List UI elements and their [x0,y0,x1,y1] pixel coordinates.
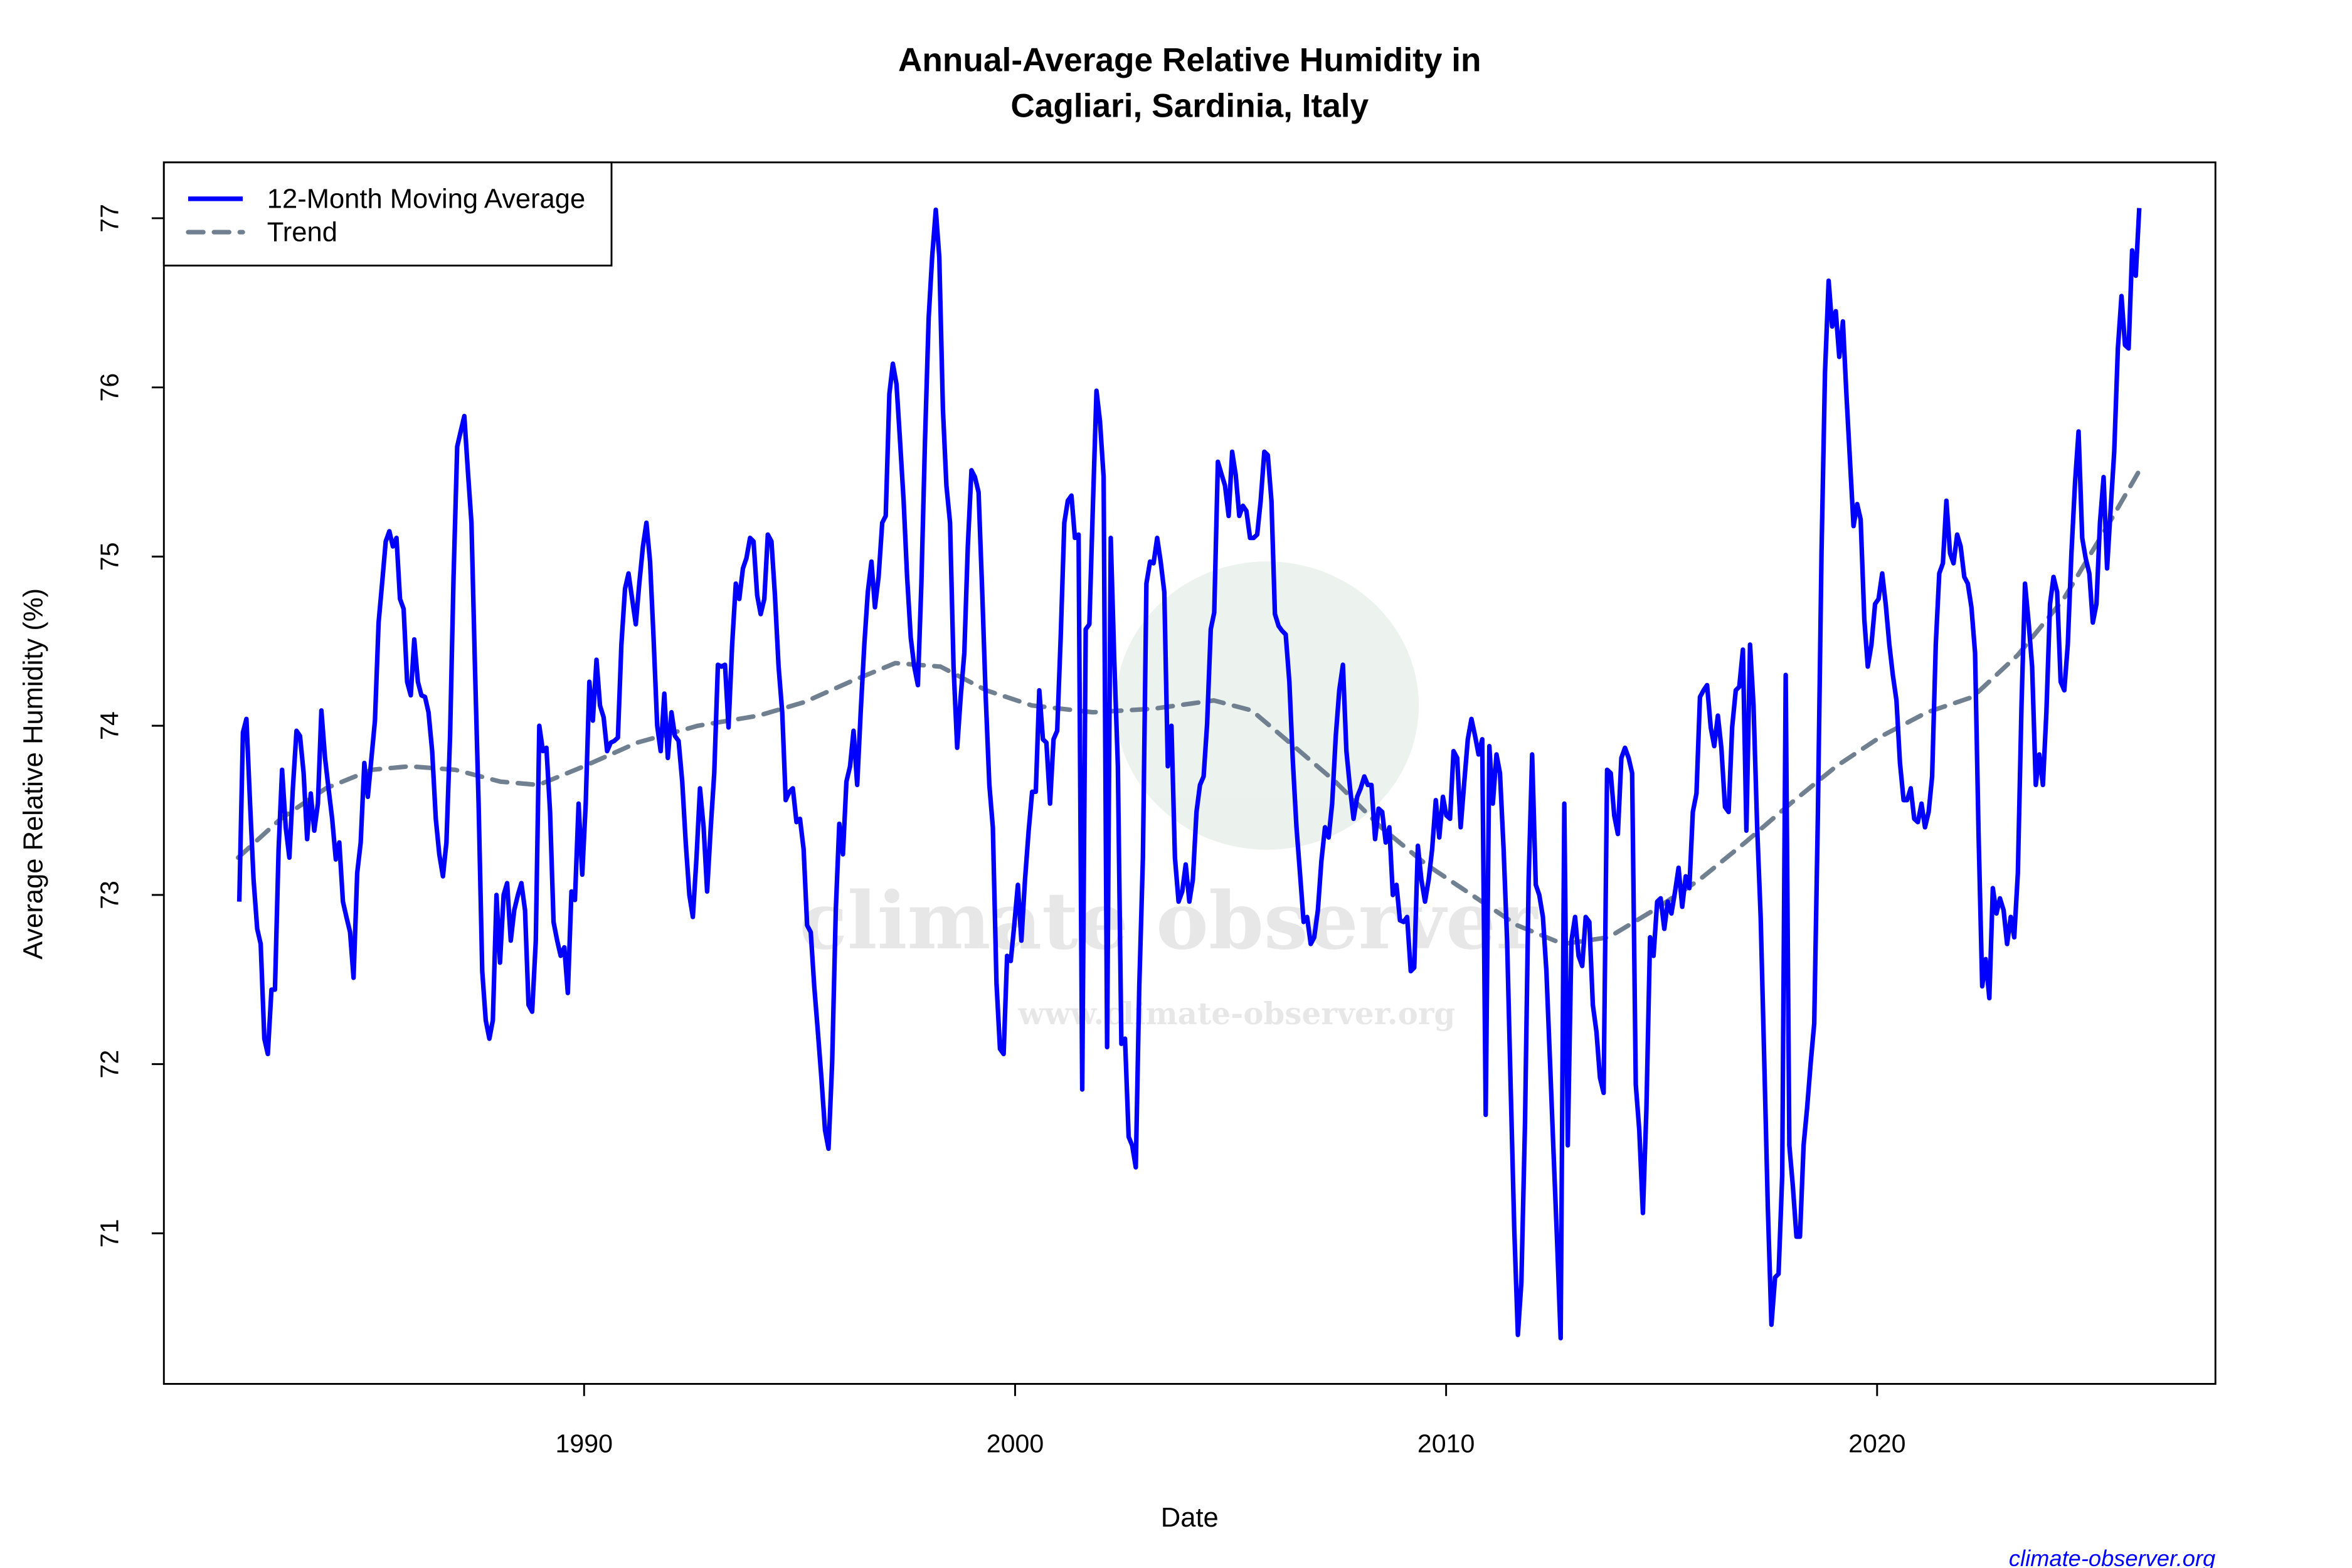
y-tick-label: 74 [95,711,124,740]
trend-line [235,468,2142,946]
legend-label-moving-average: 12-Month Moving Average [267,184,585,214]
y-tick-label: 77 [95,204,124,233]
y-tick-label: 71 [95,1219,124,1248]
x-tick-label: 2010 [1417,1429,1475,1458]
chart-title-line-1: Annual-Average Relative Humidity in [898,42,1481,79]
x-tick-label: 1990 [556,1429,613,1458]
y-tick-label: 73 [95,881,124,909]
legend: 12-Month Moving Average Trend [162,161,613,267]
y-axis-label: Average Relative Humidity (%) [19,588,49,960]
legend-label-trend: Trend [267,218,337,248]
series-layer [235,207,2142,1341]
axes: 1990 2000 2010 2020 71 72 73 74 75 76 77 [95,204,1906,1458]
watermark: climate observer www.climate-observer.or… [799,561,1539,1032]
moving-average-line [236,207,2142,1341]
y-tick-label: 76 [95,373,124,402]
watermark-globe-icon [1115,561,1419,850]
y-tick-label: 75 [95,543,124,571]
x-tick-label: 2000 [987,1429,1044,1458]
chart-title-line-2: Cagliari, Sardinia, Italy [1010,87,1369,124]
legend-box [162,161,613,267]
credit-link[interactable]: climate-observer.org [2009,1545,2215,1568]
x-axis-label: Date [1161,1503,1219,1533]
plot-frame [162,161,2217,1385]
y-tick-label: 72 [95,1050,124,1079]
x-tick-label: 2020 [1848,1429,1905,1458]
watermark-url: www.climate-observer.org [1017,997,1455,1032]
